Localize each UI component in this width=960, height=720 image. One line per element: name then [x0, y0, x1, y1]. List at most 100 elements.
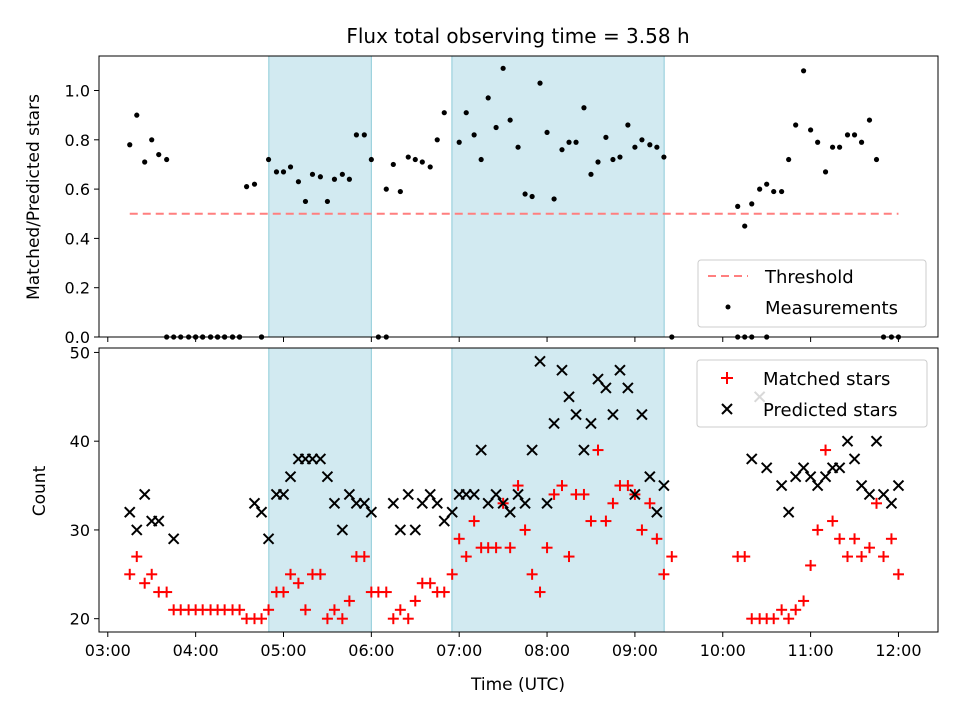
predicted-star-point [248, 497, 261, 510]
matched-star-point [131, 551, 143, 563]
measurement-point [735, 203, 741, 209]
predicted-star-stroke-b [658, 479, 670, 492]
predicted-star-point [819, 470, 832, 483]
predicted-legend-label: Predicted stars [763, 400, 897, 421]
measurement-point [779, 188, 785, 195]
measurement-point [551, 196, 557, 202]
predicted-star-stroke-b [848, 453, 861, 465]
predicted-star-stroke-b [431, 497, 443, 510]
measurement-point [485, 95, 491, 101]
bottom-series-layer [124, 355, 905, 625]
predicted-star-point [358, 497, 371, 510]
matched-star-point [739, 551, 751, 563]
bottom-legend: Matched stars Predicted stars [696, 359, 928, 428]
predicted-star-point [365, 506, 378, 518]
predicted-star-point [760, 462, 773, 474]
predicted-star-stroke-b [124, 506, 136, 518]
predicted-star-point [782, 506, 795, 518]
predicted-star-stroke-b [746, 453, 758, 465]
predicted-star-stroke-b [512, 488, 524, 501]
predicted-star-point [629, 488, 641, 501]
predicted-star-stroke-b [402, 488, 414, 501]
top-legend-box [697, 259, 927, 328]
top-y-tick-label: 0.0 [65, 328, 90, 347]
predicted-star-stroke-b [482, 497, 494, 510]
predicted-star-stroke-b [446, 506, 458, 518]
predicted-star-stroke-b [841, 435, 854, 447]
predicted-star-point [402, 488, 414, 501]
matched-star-point [146, 568, 158, 580]
top-y-tick-label: 1.0 [65, 82, 90, 101]
measurement-point [866, 117, 873, 123]
measurement-point [566, 139, 572, 145]
bottom-legend-box [696, 359, 928, 428]
top-x-ticks [107, 337, 899, 342]
measurement-point [603, 134, 609, 140]
predicted-star-point [804, 470, 817, 483]
predicted-star-stroke-b [131, 524, 143, 536]
matched-star-point [892, 568, 904, 580]
measurement-point [397, 188, 403, 195]
measurement-point [346, 176, 352, 182]
measurement-point [265, 156, 272, 163]
predicted-star-point [600, 382, 612, 394]
matched-star-point [124, 568, 136, 580]
matched-star-point [842, 551, 854, 563]
predicted-star-stroke-b [592, 373, 604, 385]
matched-star-point [658, 568, 670, 580]
bottom-y-tick-label: 40 [70, 432, 90, 451]
matched-legend-swatch [721, 372, 733, 384]
measurement-point [164, 156, 170, 163]
measurement-point [251, 181, 258, 187]
matched-star-point [490, 542, 502, 554]
predicted-star-point [387, 497, 400, 510]
measurement-point [529, 193, 535, 200]
matched-star-point [592, 444, 604, 456]
measurement-point [822, 169, 829, 175]
predicted-star-stroke-b [255, 506, 268, 518]
predicted-star-point [541, 497, 553, 510]
bottom-x-tick-label: 03:00 [85, 641, 131, 660]
predicted-star-point [446, 506, 458, 518]
matched-star-point [600, 515, 612, 527]
matched-star-point [798, 595, 810, 607]
predicted-star-point [153, 515, 165, 527]
top-shaded-interval-1 [451, 55, 665, 338]
predicted-star-point [409, 524, 421, 536]
predicted-star-point [892, 479, 905, 492]
predicted-star-stroke-b [167, 533, 180, 545]
predicted-star-stroke-b [416, 497, 429, 510]
predicted-star-stroke-b [387, 497, 400, 510]
matched-star-point [636, 524, 648, 536]
predicted-star-stroke-b [314, 453, 327, 465]
predicted-star-stroke-b [497, 497, 509, 510]
matched-star-point [644, 497, 656, 509]
predicted-star-stroke-b [629, 488, 641, 501]
predicted-star-point [167, 533, 180, 545]
matched-star-point [878, 551, 890, 563]
predicted-star-point [262, 533, 275, 545]
matched-star-point [380, 586, 392, 598]
bottom-x-tick-label: 11:00 [788, 641, 834, 660]
matched-star-point [468, 515, 480, 527]
matched-star-point [512, 480, 524, 492]
top-chart-title: Flux total observing time = 3.58 h [346, 24, 689, 48]
predicted-star-point [863, 488, 876, 501]
predicted-star-point [651, 506, 663, 518]
matched-star-point [585, 515, 597, 527]
measurement-point [595, 159, 601, 165]
predicted-star-point [284, 470, 297, 483]
matched-star-point [263, 604, 275, 616]
top-y-axis-label: Matched/Predicted stars [24, 94, 44, 300]
predicted-star-point [811, 479, 824, 492]
predicted-star-stroke-b [358, 497, 371, 510]
matched-star-point [402, 613, 414, 625]
measurement-point [434, 137, 440, 143]
measurement-point [280, 169, 287, 175]
matched-star-point [556, 480, 568, 492]
matched-star-point [578, 488, 590, 500]
measurement-point [142, 159, 148, 165]
predicted-star-stroke-b [892, 479, 905, 492]
matched-star-point [812, 524, 824, 536]
matched-star-point [460, 551, 472, 563]
